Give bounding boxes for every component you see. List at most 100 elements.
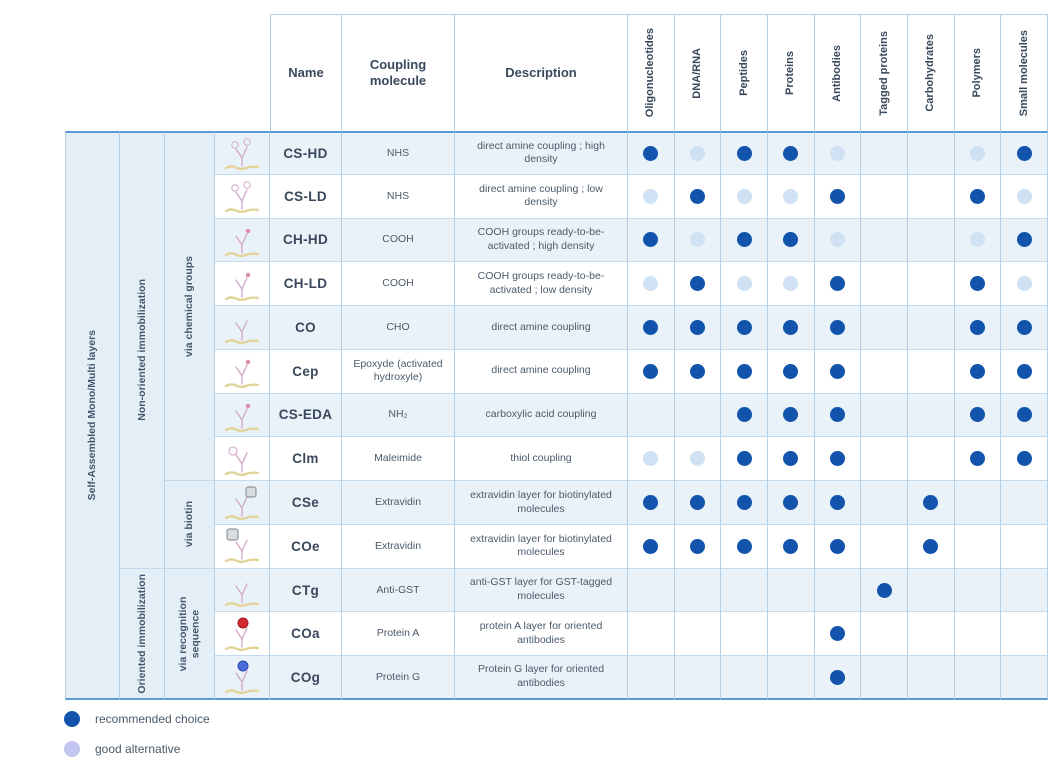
recommended-dot-icon [783, 363, 799, 379]
recommended-dot-icon [689, 495, 705, 511]
matrix-cell [768, 612, 815, 657]
recommended-dot-icon [689, 188, 705, 204]
matrix-cell [674, 306, 722, 350]
coupling-molecule-cell: COOH [342, 262, 455, 307]
matrix-cell [908, 349, 955, 394]
alternative-dot-icon [689, 232, 705, 248]
matrix-cell [721, 612, 768, 657]
matrix-cell [674, 656, 722, 700]
matrix-cell [908, 656, 955, 700]
recommended-dot-icon [736, 145, 752, 161]
matrix-cell [814, 131, 862, 175]
column-header-antibodies: Antibodies [814, 14, 862, 131]
structure-cell [215, 524, 270, 569]
rotated-label: Oligonucleotides [644, 28, 657, 118]
matrix-cell [954, 174, 1002, 219]
alternative-dot-icon [643, 276, 659, 292]
header-spacer [65, 14, 270, 131]
name-cell: Cep [270, 349, 342, 394]
matrix-cell [814, 174, 862, 219]
rotated-label: Self-Assembled Mono/Multi layers [86, 330, 99, 501]
matrix-cell [768, 306, 815, 350]
name-cell: CS-EDA [270, 393, 342, 438]
coupling-molecule-cell: Protein G [342, 656, 455, 700]
matrix-cell [861, 481, 908, 525]
column-header-name: Name [270, 14, 342, 131]
matrix-cell [628, 524, 675, 569]
structure-cell [215, 262, 270, 307]
molecule-cooh-icon [220, 220, 264, 260]
recommended-dot-icon [969, 363, 985, 379]
recommended-dot-icon [829, 188, 845, 204]
alternative-dot-icon [783, 188, 799, 204]
molecule-maleimide-icon [220, 439, 264, 479]
matrix-cell [628, 218, 675, 263]
rotated-label: Proteins [784, 50, 797, 95]
matrix-cell [628, 174, 675, 219]
recommended-dot-icon [736, 232, 752, 248]
matrix-cell [908, 218, 955, 263]
matrix-cell [1001, 306, 1048, 350]
molecule-extravidin-icon [220, 526, 264, 566]
matrix-cell [814, 568, 862, 613]
alternative-dot-icon [1016, 188, 1032, 204]
matrix-cell [721, 174, 768, 219]
matrix-cell [674, 174, 722, 219]
matrix-cell [814, 306, 862, 350]
coupling-molecule-cell: CHO [342, 306, 455, 350]
recommended-dot-icon [829, 407, 845, 423]
recommended-dot-icon [829, 669, 845, 685]
matrix-cell [814, 524, 862, 569]
molecule-cooh-icon [220, 264, 264, 304]
matrix-cell [908, 393, 955, 438]
recommended-dot-icon [64, 711, 80, 727]
structure-cell [215, 131, 270, 175]
matrix-cell [908, 437, 955, 482]
matrix-cell [628, 262, 675, 307]
selection-table: Name Coupling molecule Description Oligonuc… [65, 14, 1048, 700]
recommended-dot-icon [689, 319, 705, 335]
row-group-via-recognition-sequence: via recognition sequence [165, 568, 215, 700]
matrix-cell [908, 568, 955, 613]
name-cell: COa [270, 612, 342, 657]
recommended-dot-icon [689, 538, 705, 554]
alternative-dot-icon [1016, 276, 1032, 292]
recommended-dot-icon [829, 276, 845, 292]
matrix-cell [908, 612, 955, 657]
structure-cell [215, 349, 270, 394]
matrix-cell [721, 262, 768, 307]
alternative-dot-icon [689, 451, 705, 467]
matrix-cell [1001, 437, 1048, 482]
recommended-dot-icon [736, 451, 752, 467]
matrix-cell [1001, 612, 1048, 657]
matrix-cell [1001, 481, 1048, 525]
matrix-cell [814, 656, 862, 700]
molecule-cho-icon [220, 307, 264, 347]
description-cell: Protein G layer for oriented antibodies [455, 656, 628, 700]
legend: recommended choice good alternative [64, 704, 210, 764]
coupling-molecule-cell: NHS [342, 174, 455, 219]
description-cell: direct amine coupling ; high density [455, 131, 628, 175]
matrix-cell [768, 656, 815, 700]
matrix-cell [954, 349, 1002, 394]
matrix-cell [768, 524, 815, 569]
alternative-dot-icon [689, 145, 705, 161]
recommended-dot-icon [969, 407, 985, 423]
molecule-nhs-icon [220, 176, 264, 216]
recommended-dot-icon [783, 451, 799, 467]
recommended-dot-icon [736, 538, 752, 554]
matrix-cell [861, 131, 908, 175]
row-group-oriented-immobilization: Oriented immobilization [120, 568, 165, 700]
matrix-cell [628, 306, 675, 350]
matrix-cell [674, 568, 722, 613]
matrix-cell [721, 393, 768, 438]
recommended-dot-icon [829, 319, 845, 335]
column-header-description: Description [455, 14, 628, 131]
matrix-cell [908, 131, 955, 175]
matrix-cell [861, 174, 908, 219]
recommended-dot-icon [969, 319, 985, 335]
matrix-cell [954, 393, 1002, 438]
row-group-via-biotin: via biotin [165, 481, 215, 569]
row-group-via-chemical-groups: via chemical groups [165, 131, 215, 482]
matrix-cell [908, 481, 955, 525]
